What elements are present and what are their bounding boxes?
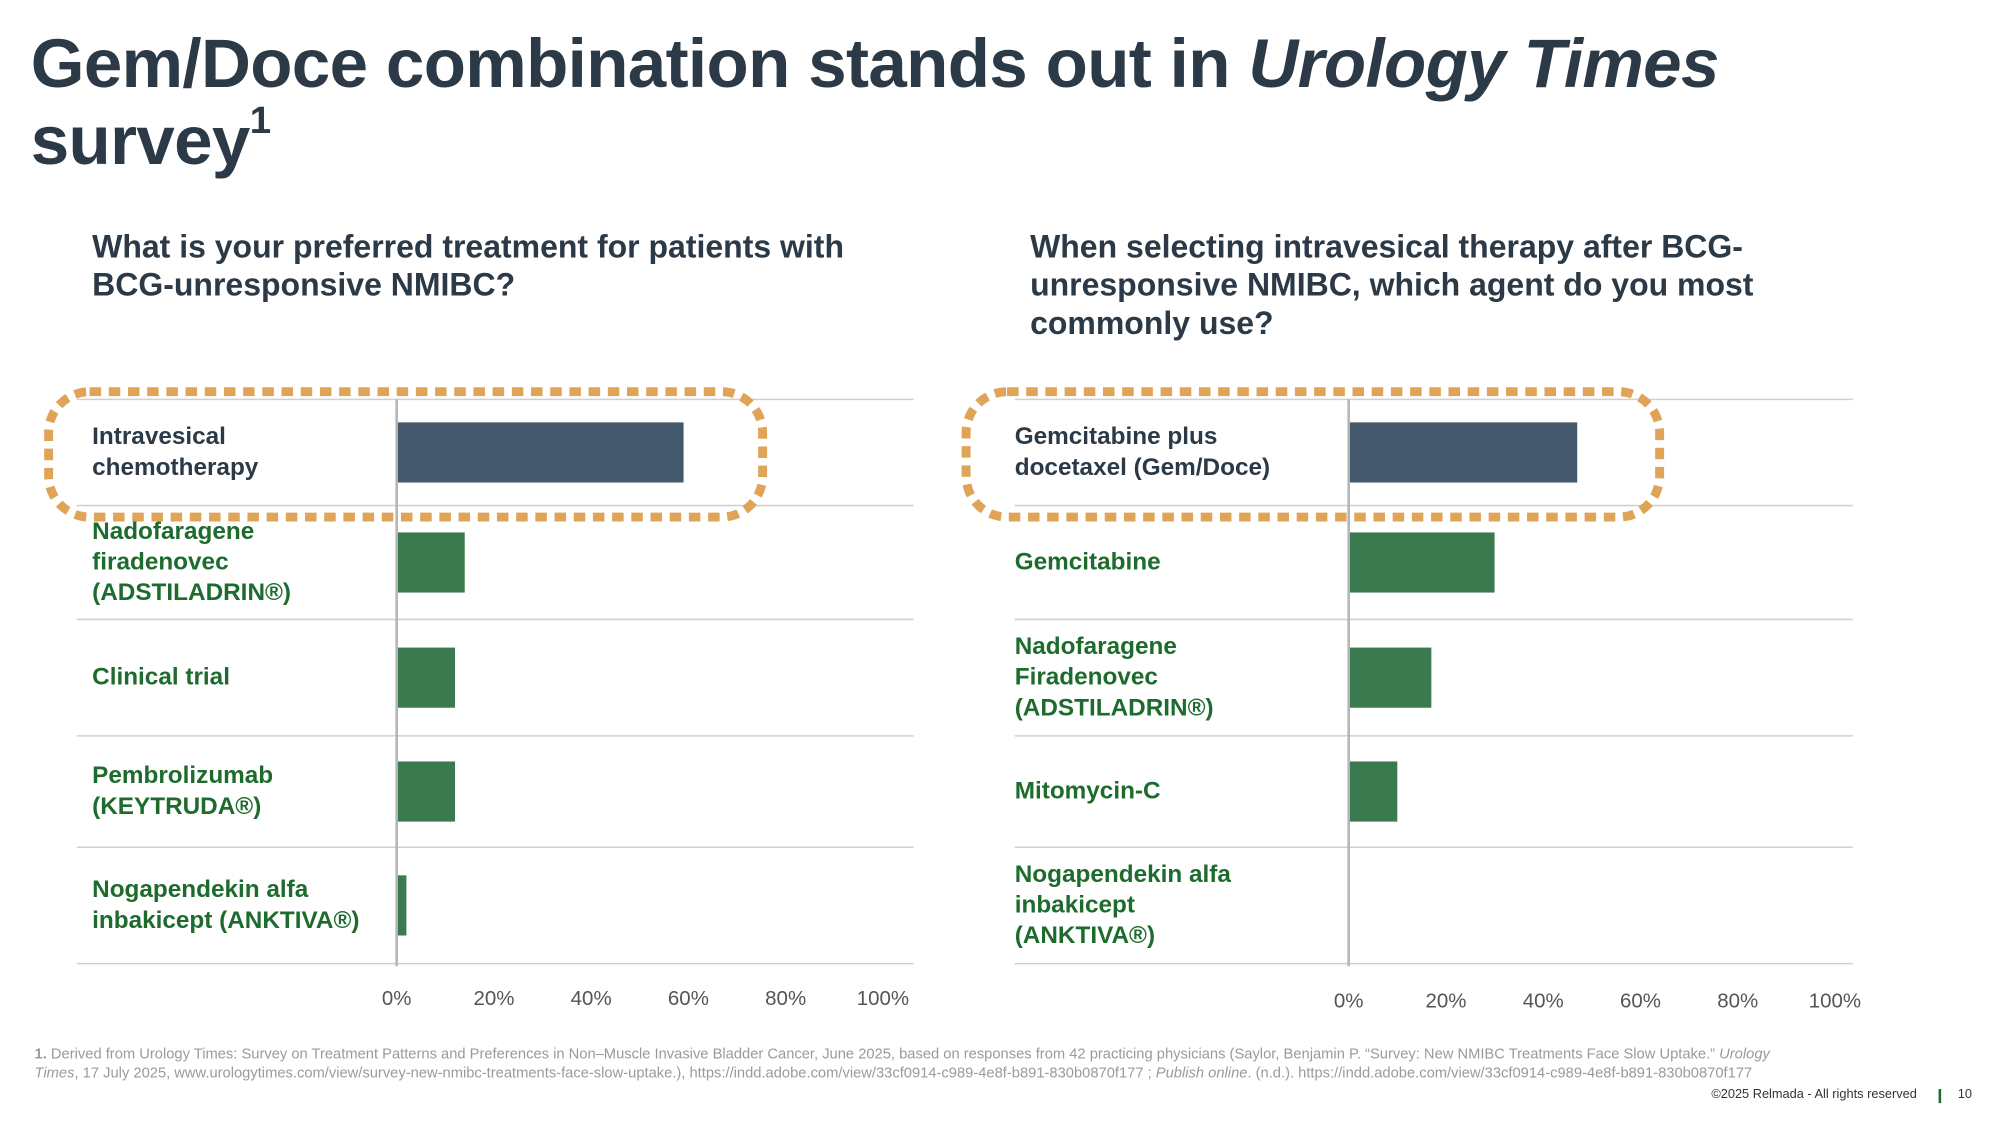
category-box: Nadofaragene Firadenovec (ADSTILADRIN®): [1014, 632, 1214, 722]
x-tick-label: 100%: [1809, 989, 1861, 1012]
x-tick-label: 60%: [668, 987, 709, 1010]
category-label: Clinical trial: [92, 663, 230, 691]
category-box: Clinical trial: [92, 663, 230, 691]
x-tick-label: 0%: [382, 987, 412, 1010]
category-box: Nogapendekin alfa inbakicept (ANKTIVA®): [1014, 860, 1231, 949]
bar: [1348, 532, 1495, 593]
title-text: survey: [30, 102, 251, 180]
category-label: Nogapendekin alfa inbakicept (ANKTIVA®): [92, 875, 360, 934]
x-tick-label: 60%: [1620, 989, 1661, 1012]
category-label: Nadofaragene Firadenovec (ADSTILADRIN®): [1014, 632, 1214, 722]
footnote-marker: 1.: [34, 1046, 47, 1063]
x-tick-label: 80%: [1717, 989, 1758, 1012]
footnote-italic: Publish online: [1155, 1066, 1248, 1082]
question-box: When selecting intravesical therapy afte…: [1030, 229, 1754, 342]
title-text: Gem/Doce combination stands out in: [30, 25, 1249, 103]
bar: [1348, 422, 1578, 483]
category-box: Gemcitabine plus docetaxel (Gem/Doce): [1014, 423, 1271, 481]
category-box: Gemcitabine: [1014, 548, 1161, 576]
title-box: Gem/Doce combination stands out in Urolo…: [31, 26, 1848, 180]
category-box: Nadofaragene firadenovec (ADSTILADRIN®): [92, 517, 292, 607]
bar: [396, 875, 407, 936]
title-italic: Urology Times: [1248, 25, 1719, 103]
category-label: Nogapendekin alfa inbakicept (ANKTIVA®): [1014, 860, 1231, 949]
chart-title: What is your preferred treatment for pat…: [92, 229, 845, 304]
x-tick-label: 20%: [473, 987, 514, 1010]
x-tick-label: 20%: [1425, 989, 1466, 1012]
footnote-text: Derived from Urology Times: Survey on Tr…: [50, 1046, 1720, 1063]
page-number: 10: [1958, 1086, 1972, 1101]
question-box: What is your preferred treatment for pat…: [92, 229, 845, 304]
bar: [396, 647, 456, 708]
category-label: Pembrolizumab (KEYTRUDA®): [92, 762, 274, 820]
footnote-text: . (n.d.). https://indd.adobe.com/view/33…: [1247, 1066, 1753, 1082]
bar: [1348, 761, 1398, 822]
x-tick-label: 40%: [571, 987, 612, 1010]
highlight-box: [961, 387, 1665, 522]
footnote: 1. Derived from Urology Times: Survey on…: [35, 1046, 1788, 1084]
x-tick-label: 40%: [1523, 989, 1564, 1012]
bar: [396, 422, 684, 483]
bar: [396, 761, 456, 822]
highlight-box: [44, 387, 768, 522]
x-tick-label: 0%: [1334, 989, 1364, 1012]
category-box: Mitomycin-C: [1014, 777, 1161, 805]
footnote-box: 1. Derived from Urology Times: Survey on…: [35, 1046, 1788, 1084]
category-label: Intravesical chemotherapy: [92, 423, 259, 481]
bar: [396, 532, 465, 593]
chart-title: When selecting intravesical therapy afte…: [1030, 229, 1754, 342]
x-tick-label: 100%: [857, 987, 909, 1010]
bar: [1348, 647, 1432, 708]
copyright: ©2025 Relmada - All rights reserved: [1711, 1086, 1917, 1101]
category-box: Pembrolizumab (KEYTRUDA®): [92, 762, 274, 820]
footnote-italic: Urology Times: [34, 1046, 1770, 1082]
slide-title: Gem/Doce combination stands out in Urolo…: [31, 26, 1848, 180]
category-label: Gemcitabine: [1014, 548, 1161, 576]
category-box: Intravesical chemotherapy: [92, 423, 259, 481]
category-label: Mitomycin-C: [1014, 777, 1161, 805]
category-label: Gemcitabine plus docetaxel (Gem/Doce): [1014, 423, 1271, 481]
category-label: Nadofaragene firadenovec (ADSTILADRIN®): [92, 517, 292, 607]
x-tick-label: 80%: [765, 987, 806, 1010]
category-box: Nogapendekin alfa inbakicept (ANKTIVA®): [92, 875, 360, 934]
title-superscript: 1: [249, 99, 271, 143]
footnote-text: , 17 July 2025, www.urologytimes.com/vie…: [74, 1066, 1156, 1082]
